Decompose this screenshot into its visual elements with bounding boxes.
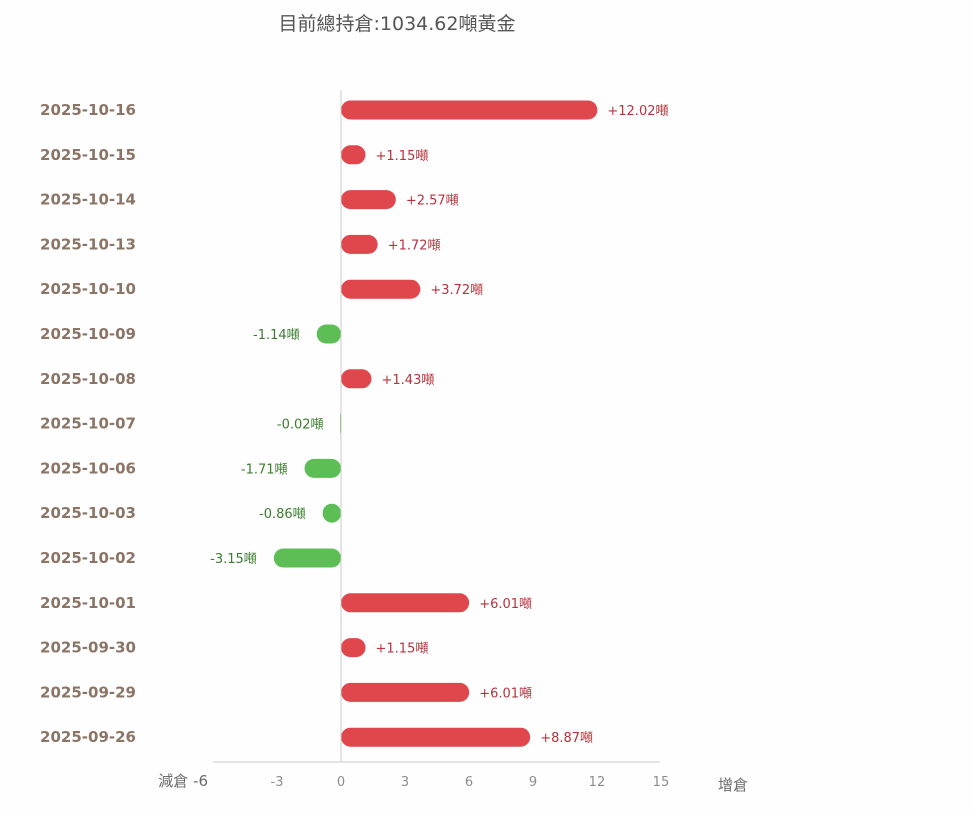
value-label: -1.71噸 [241, 462, 288, 477]
value-label: -0.86噸 [259, 507, 306, 522]
value-label: +8.87噸 [540, 731, 593, 746]
category-label: 2025-10-07 [40, 415, 136, 433]
bar-increase [341, 100, 598, 120]
category-label: 2025-10-02 [40, 549, 136, 567]
x-tick-label: 12 [589, 775, 606, 790]
x-tick-label: -3 [271, 775, 284, 790]
category-label: 2025-10-14 [40, 191, 136, 209]
category-label: 2025-10-01 [40, 594, 136, 612]
bar-increase [341, 682, 470, 702]
bar-increase [341, 190, 396, 210]
category-label: 2025-10-15 [40, 146, 136, 164]
bar-increase [341, 369, 372, 389]
x-tick-label: 6 [465, 775, 473, 790]
value-label: +2.57噸 [406, 194, 459, 209]
bar-increase [341, 593, 470, 613]
value-label: +6.01噸 [479, 597, 532, 612]
value-label: +1.72噸 [388, 238, 441, 253]
right-axis-label: 增倉 [718, 776, 748, 794]
category-label: 2025-09-30 [40, 639, 136, 657]
category-label: 2025-10-16 [40, 101, 136, 119]
category-label: 2025-09-26 [40, 728, 136, 746]
value-label: +12.02噸 [607, 104, 668, 119]
value-label: +1.43噸 [382, 373, 435, 388]
category-label: 2025-10-06 [40, 459, 136, 477]
value-label: -1.14噸 [253, 328, 300, 343]
value-label: +6.01噸 [479, 686, 532, 701]
bar-increase [341, 234, 378, 254]
x-tick-label: 15 [653, 775, 670, 790]
bar-decrease [273, 548, 341, 568]
bar-increase [341, 279, 421, 299]
category-label: 2025-10-08 [40, 370, 136, 388]
bar-decrease [304, 458, 341, 478]
x-tick-label: 3 [401, 775, 409, 790]
bar-increase [341, 638, 366, 658]
category-label: 2025-09-29 [40, 683, 136, 701]
category-label: 2025-10-03 [40, 504, 136, 522]
bar-decrease [316, 324, 341, 344]
x-tick-label: 0 [337, 775, 345, 790]
x-tick-label: 9 [529, 775, 537, 790]
x-tick-label: 減倉 -6 [158, 772, 208, 790]
category-label: 2025-10-13 [40, 235, 136, 253]
value-label: -3.15噸 [210, 552, 257, 567]
bar-increase [341, 145, 366, 165]
chart-title: 目前總持倉:1034.62噸黃金 [279, 13, 516, 35]
value-label: +1.15噸 [376, 642, 429, 657]
bar-decrease [322, 503, 341, 523]
category-label: 2025-10-09 [40, 325, 136, 343]
bar-increase [341, 727, 531, 747]
value-label: +1.15噸 [376, 149, 429, 164]
value-label: -0.02噸 [277, 418, 324, 433]
value-label: +3.72噸 [430, 283, 483, 298]
category-label: 2025-10-10 [40, 280, 136, 298]
